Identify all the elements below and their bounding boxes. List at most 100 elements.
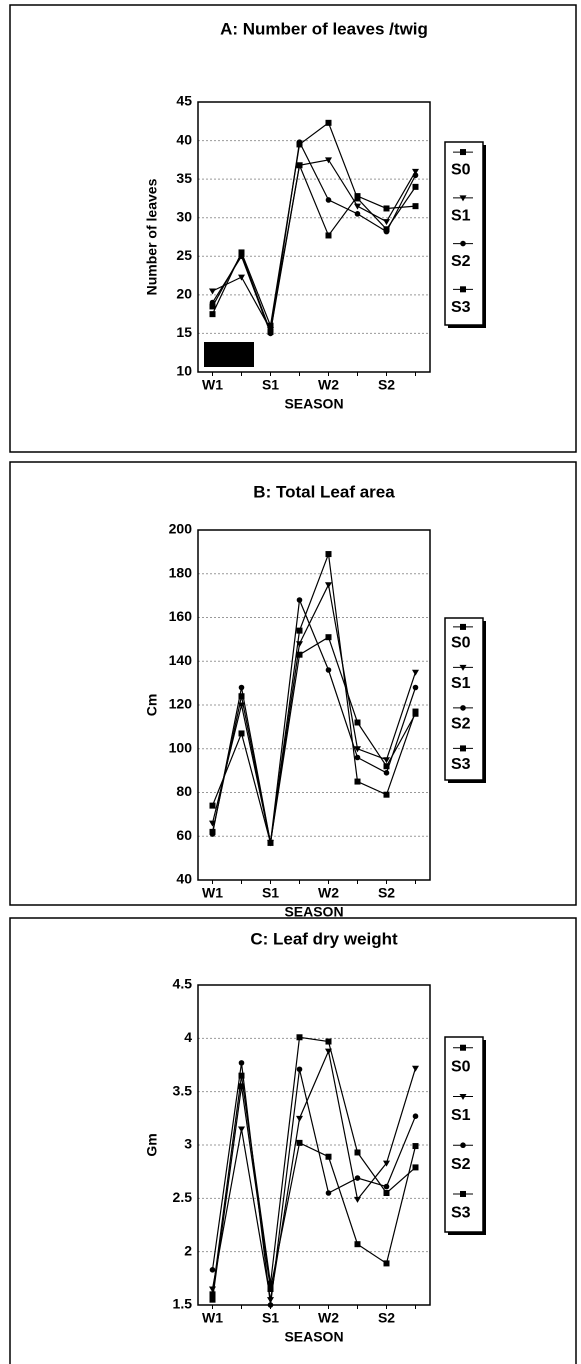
series-line bbox=[211, 597, 417, 843]
marker bbox=[238, 274, 245, 281]
legend-label: S3 bbox=[451, 1205, 471, 1222]
plot-frame bbox=[197, 101, 431, 373]
marker bbox=[296, 1139, 303, 1146]
marker bbox=[412, 183, 419, 190]
y-tick-label: 2 bbox=[184, 1242, 192, 1258]
chart-title: C: Leaf dry weight bbox=[250, 929, 398, 948]
y-axis-label: Cm bbox=[144, 694, 160, 717]
legend-label: S2 bbox=[451, 253, 471, 270]
x-axis-label: SEASON bbox=[284, 396, 343, 412]
marker bbox=[383, 757, 390, 764]
marker bbox=[412, 1143, 419, 1150]
marker bbox=[383, 1183, 390, 1190]
marker bbox=[460, 623, 466, 630]
y-tick-label: 20 bbox=[176, 286, 192, 302]
x-tick-label: S1 bbox=[262, 885, 279, 901]
legend-label: S1 bbox=[451, 675, 471, 692]
marker bbox=[383, 770, 390, 776]
marker bbox=[354, 778, 361, 785]
x-tick-label: W1 bbox=[202, 885, 223, 901]
y-tick-label: 40 bbox=[176, 871, 192, 887]
marker bbox=[209, 802, 216, 809]
y-tick-label: 4 bbox=[184, 1029, 192, 1045]
marker bbox=[354, 1149, 361, 1156]
marker bbox=[238, 730, 245, 737]
y-tick-label: 40 bbox=[176, 131, 192, 147]
marker bbox=[267, 1302, 274, 1308]
panel-frame bbox=[9, 461, 577, 906]
chart-title: B: Total Leaf area bbox=[253, 482, 395, 501]
y-tick-label: 60 bbox=[176, 827, 192, 843]
marker bbox=[460, 240, 466, 247]
x-tick-label: S2 bbox=[378, 377, 395, 393]
y-tick-label: 140 bbox=[169, 652, 193, 668]
marker bbox=[325, 1153, 332, 1160]
panel-frame bbox=[9, 917, 577, 1364]
marker bbox=[412, 1164, 419, 1171]
marker bbox=[296, 651, 303, 658]
x-tick-label: W1 bbox=[202, 1310, 223, 1326]
series-line bbox=[211, 1062, 417, 1306]
series-line bbox=[211, 140, 417, 336]
plot-frame bbox=[197, 529, 431, 881]
marker bbox=[354, 203, 361, 210]
y-tick-label: 3 bbox=[184, 1136, 192, 1152]
marker bbox=[412, 172, 419, 179]
marker bbox=[238, 1126, 245, 1133]
marker bbox=[296, 641, 303, 648]
x-tick-label: S2 bbox=[378, 1310, 395, 1326]
marker bbox=[296, 627, 303, 634]
legend-label: S3 bbox=[451, 756, 471, 773]
marker bbox=[296, 139, 303, 145]
marker bbox=[325, 551, 332, 558]
marker bbox=[238, 693, 245, 700]
y-tick-label: 200 bbox=[169, 521, 193, 537]
marker bbox=[209, 1286, 216, 1293]
marker bbox=[209, 828, 216, 835]
y-tick-label: 80 bbox=[176, 783, 192, 799]
y-tick-label: 3.5 bbox=[173, 1082, 193, 1098]
legend bbox=[444, 617, 484, 781]
marker bbox=[412, 684, 419, 691]
x-tick-label: W1 bbox=[202, 377, 223, 393]
series-line bbox=[211, 636, 417, 843]
legend-label: S1 bbox=[451, 207, 471, 224]
y-tick-label: 120 bbox=[169, 696, 193, 712]
marker bbox=[383, 205, 390, 212]
marker bbox=[460, 1190, 466, 1197]
marker bbox=[412, 1113, 419, 1119]
legend-label: S3 bbox=[451, 299, 471, 316]
legend-label: S0 bbox=[451, 162, 471, 179]
x-tick-label: W2 bbox=[318, 885, 339, 901]
marker bbox=[209, 1267, 216, 1273]
series-line bbox=[211, 1086, 417, 1300]
y-tick-label: 160 bbox=[169, 608, 193, 624]
marker bbox=[209, 1296, 216, 1303]
marker bbox=[325, 667, 332, 673]
marker bbox=[460, 745, 466, 752]
marker bbox=[460, 286, 466, 293]
marker bbox=[459, 664, 467, 671]
marker bbox=[460, 1142, 466, 1149]
legend bbox=[444, 1036, 484, 1233]
y-tick-label: 35 bbox=[176, 170, 192, 186]
y-tick-label: 10 bbox=[176, 363, 192, 379]
series-line bbox=[211, 582, 417, 843]
marker bbox=[325, 157, 332, 164]
y-tick-label: 25 bbox=[176, 247, 192, 263]
legend bbox=[444, 141, 484, 326]
marker bbox=[267, 1286, 274, 1292]
y-tick-label: 15 bbox=[176, 324, 192, 340]
marker bbox=[238, 1060, 245, 1066]
y-tick-label: 2.5 bbox=[173, 1189, 193, 1205]
marker bbox=[209, 1291, 216, 1298]
series-line bbox=[211, 553, 417, 843]
y-tick-label: 45 bbox=[176, 93, 192, 109]
marker bbox=[325, 119, 332, 126]
marker bbox=[383, 763, 390, 770]
marker bbox=[383, 1190, 390, 1196]
marker bbox=[267, 328, 274, 335]
marker bbox=[209, 288, 216, 295]
y-tick-label: 30 bbox=[176, 208, 192, 224]
marker bbox=[238, 1083, 245, 1090]
